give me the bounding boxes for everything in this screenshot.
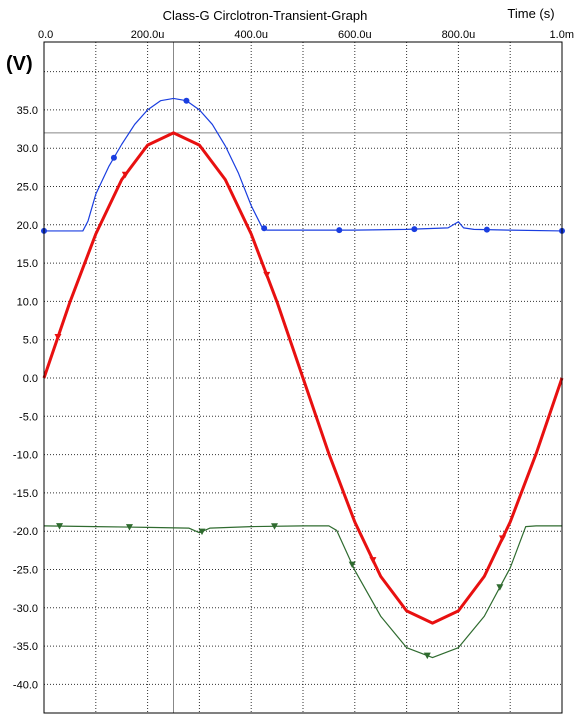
- x-tick-label: 1.0m: [550, 29, 574, 41]
- y-tick-label: 20.0: [17, 220, 38, 232]
- series-3-marker: [423, 652, 431, 660]
- series-1-line: [42, 131, 564, 625]
- y-tick-label: 35.0: [17, 105, 38, 117]
- series-3-marker: [198, 528, 206, 536]
- series-2-marker: [483, 226, 490, 233]
- y-tick-label: -35.0: [13, 641, 38, 653]
- y-tick-label: -5.0: [19, 411, 38, 423]
- marker-layer: [41, 97, 565, 660]
- y-tick-label: -25.0: [13, 565, 38, 577]
- series-2-marker: [336, 227, 343, 234]
- x-tick-labels: 0.0 200.0u 400.0u 600.0u 800.0u 1.0m: [38, 29, 574, 41]
- series-3-line: [43, 525, 562, 659]
- y-axis-unit: (V): [6, 53, 33, 75]
- series-3-marker: [56, 523, 64, 530]
- series-3-marker: [496, 584, 504, 591]
- x-tick-label: 0.0: [38, 29, 53, 41]
- y-tick-label: 15.0: [17, 258, 38, 270]
- series-3-marker: [125, 524, 133, 531]
- series-2-marker: [110, 154, 117, 161]
- series-1-marker: [121, 171, 129, 179]
- y-tick-label: 30.0: [17, 143, 38, 155]
- y-tick-label: -15.0: [13, 488, 38, 500]
- series-1-marker: [498, 535, 506, 542]
- x-tick-label: 200.0u: [131, 29, 165, 41]
- series-2-line: [44, 97, 563, 232]
- y-tick-label: -10.0: [13, 450, 38, 462]
- cursor-lines: [44, 42, 562, 713]
- y-tick-label: 0.0: [23, 373, 38, 385]
- series-1-marker: [369, 557, 377, 564]
- series-1-marker: [54, 334, 62, 341]
- series-2-marker: [411, 226, 418, 233]
- x-tick-label: 800.0u: [442, 29, 476, 41]
- chart-title: Class-G Circlotron-Transient-Graph: [163, 8, 368, 23]
- y-tick-label: 5.0: [23, 335, 38, 347]
- series-3-marker: [271, 523, 279, 530]
- x-tick-label: 600.0u: [338, 29, 372, 41]
- y-tick-label: -30.0: [13, 603, 38, 615]
- y-tick-label: 10.0: [17, 296, 38, 308]
- y-tick-label: -40.0: [13, 679, 38, 691]
- series-3-marker: [348, 561, 356, 569]
- y-tick-label: -20.0: [13, 526, 38, 538]
- plot-frame: [43, 41, 563, 714]
- series-2-marker: [261, 225, 268, 232]
- series-2-marker: [183, 97, 190, 104]
- series-1-marker: [263, 271, 271, 279]
- x-axis-label: Time (s): [507, 6, 554, 21]
- y-tick-label: 25.0: [17, 182, 38, 194]
- x-tick-label: 400.0u: [234, 29, 268, 41]
- y-tick-labels: 35.0 30.0 25.0 20.0 15.0 10.0 5.0 0.0 -5.0 -10.0 -…: [13, 105, 38, 692]
